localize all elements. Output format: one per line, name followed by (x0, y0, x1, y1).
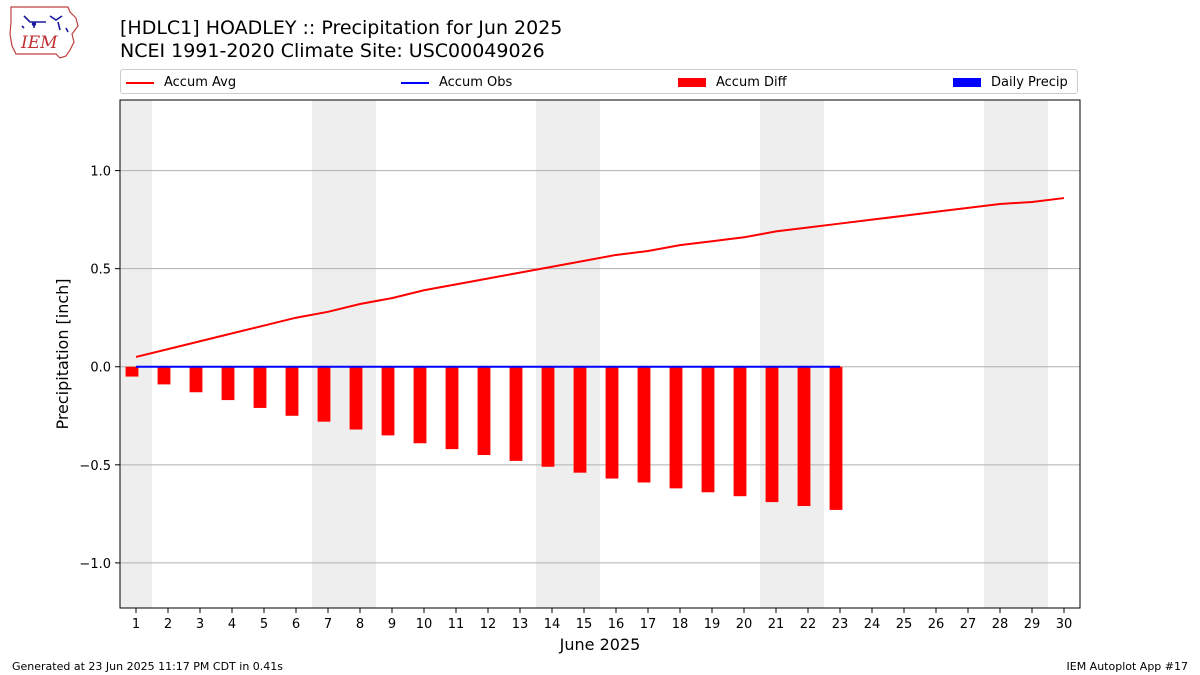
x-tick-label: 16 (608, 617, 625, 632)
logo-text: IEM (20, 33, 58, 53)
accum-diff-bar (701, 366, 715, 493)
x-tick-label: 27 (960, 617, 977, 632)
iem-logo: IEM (9, 6, 79, 59)
legend-swatch (401, 81, 429, 84)
x-axis-label: June 2025 (559, 635, 641, 654)
x-tick-label: 9 (388, 617, 396, 632)
x-tick-label: 5 (260, 617, 268, 632)
accum-diff-bar (285, 366, 299, 416)
accum-diff-bar (637, 366, 651, 483)
legend-swatch (953, 78, 981, 87)
weekend-band (536, 100, 600, 608)
x-tick-label: 7 (324, 617, 332, 632)
accum-diff-bar (765, 366, 779, 503)
y-axis-label: Precipitation [inch] (53, 278, 72, 429)
accum-diff-bar (733, 366, 747, 497)
x-tick-label: 1 (132, 617, 140, 632)
x-tick-label: 21 (768, 617, 785, 632)
accum-diff-bar (509, 366, 523, 461)
x-tick-label: 6 (292, 617, 300, 632)
legend-item-accum-avg: Accum Avg (126, 70, 236, 95)
x-tick-label: 11 (448, 617, 465, 632)
x-tick-label: 19 (704, 617, 721, 632)
accum-diff-bar (125, 366, 139, 377)
x-tick-label: 22 (800, 617, 817, 632)
y-tick-label: 1.0 (90, 165, 111, 180)
accum-diff-bar (605, 366, 619, 479)
chart-title: [HDLC1] HOADLEY :: Precipitation for Jun… (120, 17, 563, 39)
y-tick-label: −0.5 (79, 459, 111, 474)
x-tick-label: 8 (356, 617, 364, 632)
x-tick-label: 18 (672, 617, 689, 632)
accum-diff-bar (413, 366, 427, 444)
chart-legend: Accum Avg Accum Obs Accum Diff Daily Pre… (120, 69, 1078, 94)
x-tick-label: 17 (640, 617, 657, 632)
legend-label: Daily Precip (991, 75, 1068, 90)
plot-frame (119, 99, 1081, 609)
accum-diff-bar (573, 366, 587, 473)
x-tick-label: 4 (228, 617, 236, 632)
legend-item-accum-diff: Accum Diff (678, 70, 787, 95)
x-tick-label: 13 (512, 617, 529, 632)
y-tick-label: 0.5 (90, 263, 111, 278)
accum-diff-bar (157, 366, 171, 385)
accum-diff-bar (669, 366, 683, 489)
accum-diff-bar (253, 366, 267, 408)
x-tick-label: 2 (164, 617, 172, 632)
accum-diff-bar (381, 366, 395, 436)
app-credit: IEM Autoplot App #17 (1066, 660, 1189, 673)
accum-diff-bar (541, 366, 555, 467)
accum-diff-bar (477, 366, 491, 456)
x-tick-label: 24 (864, 617, 881, 632)
accum-diff-bar (317, 366, 331, 422)
y-tick-label: −1.0 (79, 557, 111, 572)
weekend-band (984, 100, 1048, 608)
x-tick-label: 29 (1024, 617, 1041, 632)
x-tick-label: 26 (928, 617, 945, 632)
accum-diff-bar (189, 366, 203, 393)
legend-label: Accum Diff (716, 75, 787, 90)
accum-diff-bar (797, 366, 811, 507)
x-tick-label: 15 (576, 617, 593, 632)
accum-diff-bar (445, 366, 459, 450)
weekend-band (760, 100, 824, 608)
accum-diff-bar (221, 366, 235, 401)
x-tick-label: 30 (1056, 617, 1073, 632)
accum-diff-bar (349, 366, 363, 430)
weekend-band (312, 100, 376, 608)
accum-diff-bar (829, 366, 843, 510)
x-tick-label: 12 (480, 617, 497, 632)
accum-avg-line (135, 197, 1065, 358)
x-tick-label: 23 (832, 617, 849, 632)
legend-item-accum-obs: Accum Obs (401, 70, 512, 95)
x-tick-label: 14 (544, 617, 561, 632)
legend-swatch (678, 78, 706, 87)
legend-label: Accum Obs (439, 75, 513, 90)
generated-timestamp: Generated at 23 Jun 2025 11:17 PM CDT in… (12, 660, 284, 673)
x-tick-label: 25 (896, 617, 913, 632)
x-tick-label: 20 (736, 617, 753, 632)
x-tick-label: 28 (992, 617, 1009, 632)
y-tick-label: 0.0 (90, 361, 111, 376)
legend-item-daily-precip: Daily Precip (953, 70, 1068, 95)
x-tick-label: 3 (196, 617, 204, 632)
chart-subtitle: NCEI 1991-2020 Climate Site: USC00049026 (120, 40, 545, 62)
x-tick-label: 10 (416, 617, 433, 632)
legend-label: Accum Avg (164, 75, 237, 90)
legend-swatch (126, 81, 154, 84)
